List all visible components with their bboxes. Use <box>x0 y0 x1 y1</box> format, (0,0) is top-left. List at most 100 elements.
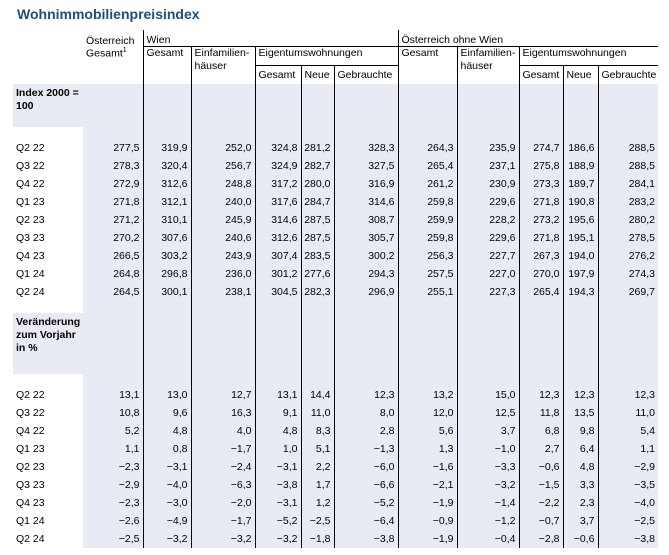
section-label-filler <box>83 313 143 374</box>
header-wien: Wien <box>142 30 398 47</box>
table-row: Q4 23 266,5 303,2 243,9 307,4 283,5 300,2 256,3… <box>13 247 658 265</box>
value-cell: 324,8 <box>254 139 301 157</box>
value-cell: 12,3 <box>597 386 658 404</box>
table-row: Q4 22 5,2 4,8 4,0 4,8 8,3 2,8 5,6 3,7 6,8 9,8 5,4 <box>13 422 658 440</box>
value-cell: 0,8 <box>142 440 191 458</box>
value-cell: −1,5 <box>518 476 563 494</box>
value-cell: 280,2 <box>597 211 658 229</box>
value-cell: 271,8 <box>518 193 563 211</box>
section-label-filler <box>300 84 334 127</box>
value-cell: 314,6 <box>254 211 301 229</box>
spacer-cell <box>333 374 398 386</box>
efh-line-1: Einfamilien- <box>194 47 250 59</box>
spacer-cell <box>518 301 563 313</box>
table-row: Q2 22 13,1 13,0 12,7 13,1 14,4 12,3 13,2 15,0 12,… <box>13 386 658 404</box>
table-row: Q4 23 −2,3 −3,0 −2,0 −3,1 1,2 −5,2 −1,9 −1,4 −2,2… <box>13 494 658 512</box>
value-cell: 12,7 <box>190 386 255 404</box>
value-cell: 266,5 <box>83 247 143 265</box>
section-label-filler <box>518 84 563 127</box>
value-cell: 3,7 <box>456 422 519 440</box>
value-cell: 259,9 <box>397 211 457 229</box>
value-cell: 317,2 <box>254 175 301 193</box>
value-cell: −0,6 <box>562 530 598 548</box>
section-label-line: Veränderung <box>16 316 81 328</box>
section-label-filler <box>397 313 457 374</box>
value-cell: 264,5 <box>83 283 143 301</box>
value-cell: −1,2 <box>456 512 519 530</box>
table-row: Q3 22 10,8 9,6 16,3 9,1 11,0 8,0 12,0 12,5 11,8 13… <box>13 404 658 422</box>
value-cell: 296,8 <box>142 265 191 283</box>
spacer-cell <box>397 127 457 139</box>
header-corner-2 <box>13 47 83 66</box>
value-cell: 5,4 <box>597 422 658 440</box>
efh-line-2: häuser <box>194 60 227 72</box>
header-row-3: Gesamt Neue Gebrauchte Gesamt Neue Gebra… <box>13 65 658 85</box>
period-cell: Q3 22 <box>16 407 45 419</box>
value-cell: 10,8 <box>83 404 143 422</box>
value-cell: 2,2 <box>300 458 334 476</box>
spacer-cell <box>190 301 255 313</box>
value-cell: 267,3 <box>518 247 563 265</box>
value-cell: 1,0 <box>254 440 301 458</box>
value-cell: 324,9 <box>254 157 301 175</box>
value-cell: 194,0 <box>562 247 598 265</box>
section-label-filler <box>190 313 255 374</box>
table-row: Q3 23 −2,9 −4,0 −6,3 −3,8 1,7 −6,6 −2,1 −3,2 −1,5… <box>13 476 658 494</box>
section-label-filler <box>456 313 519 374</box>
value-cell: −3,8 <box>597 530 658 548</box>
value-cell: −0,6 <box>518 458 563 476</box>
section-label-filler <box>333 313 398 374</box>
value-cell: 272,9 <box>83 175 143 193</box>
value-cell: −3,8 <box>333 530 398 548</box>
table-row: Q2 23 −2,3 −3,1 −2,4 −3,1 2,2 −6,0 −1,6 −3,3 −0,6… <box>13 458 658 476</box>
section-label-filler <box>142 313 191 374</box>
value-cell: −6,4 <box>333 512 398 530</box>
section-label-filler <box>333 84 398 127</box>
value-cell: 227,0 <box>456 265 519 283</box>
header-ow-etw-neue: Neue <box>562 65 598 84</box>
period-cell: Q4 22 <box>16 425 45 437</box>
spacer-cell <box>300 127 334 139</box>
value-cell: 281,2 <box>300 139 334 157</box>
spacer-cell <box>83 301 143 313</box>
value-cell: 229,6 <box>456 193 519 211</box>
value-cell: 269,7 <box>597 283 658 301</box>
value-cell: 319,9 <box>142 139 191 157</box>
value-cell: 287,5 <box>300 229 334 247</box>
value-cell: 277,5 <box>83 139 143 157</box>
section-label-line: in % <box>16 342 38 354</box>
value-cell: 252,0 <box>190 139 255 157</box>
value-cell: 301,2 <box>254 265 301 283</box>
section-label: Veränderung zum Vorjahr in % <box>13 313 83 374</box>
section-label-filler <box>83 84 143 127</box>
spacer-cell <box>397 301 457 313</box>
value-cell: 305,7 <box>333 229 398 247</box>
value-cell: 1,1 <box>83 440 143 458</box>
value-cell: 314,6 <box>333 193 398 211</box>
value-cell: −6,3 <box>190 476 255 494</box>
value-cell: 284,1 <box>597 175 658 193</box>
value-cell: 274,3 <box>597 265 658 283</box>
value-cell: 303,2 <box>142 247 191 265</box>
value-cell: 227,7 <box>456 247 519 265</box>
value-cell: 280,0 <box>300 175 334 193</box>
value-cell: −2,5 <box>597 512 658 530</box>
value-cell: 235,9 <box>456 139 519 157</box>
value-cell: −2,8 <box>518 530 563 548</box>
value-cell: 278,3 <box>83 157 143 175</box>
value-cell: 229,6 <box>456 229 519 247</box>
value-cell: 2,7 <box>518 440 563 458</box>
section-label-line: zum Vorjahr <box>16 329 76 341</box>
value-cell: 230,9 <box>456 175 519 193</box>
header-ow-gesamt: Gesamt <box>397 46 457 84</box>
value-cell: 3,7 <box>562 512 598 530</box>
value-cell: 271,8 <box>83 193 143 211</box>
header-oesterreich-ohne-wien: Österreich ohne Wien <box>397 30 658 47</box>
value-cell: 4,8 <box>562 458 598 476</box>
page-title: Wohnimmobilienpreisindex <box>17 6 200 22</box>
header-corner-3 <box>13 66 83 85</box>
value-cell: 259,8 <box>397 193 457 211</box>
value-cell: 5,1 <box>300 440 334 458</box>
header-ow-eigentumswohnungen: Eigentumswohnungen <box>518 46 658 66</box>
spacer-cell <box>190 374 255 386</box>
